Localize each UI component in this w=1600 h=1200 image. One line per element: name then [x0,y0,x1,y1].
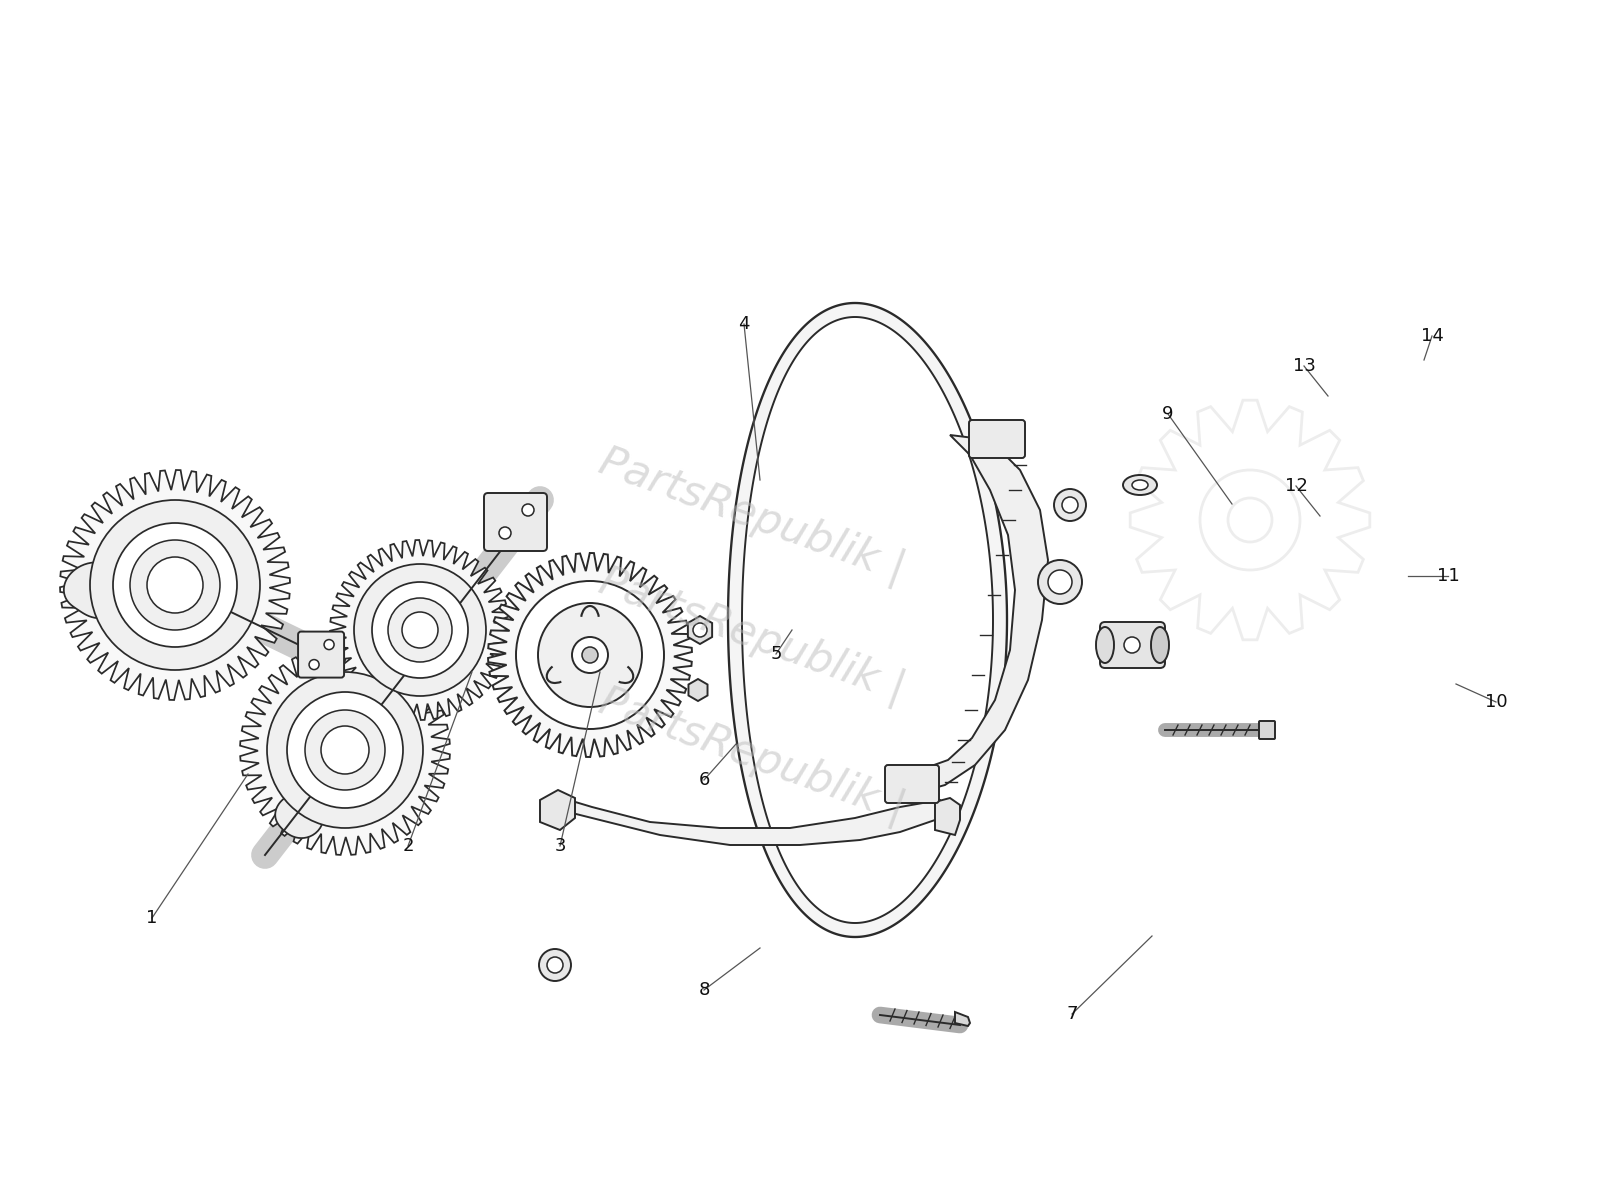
Circle shape [286,692,403,808]
Circle shape [267,672,422,828]
Ellipse shape [1096,626,1114,662]
Circle shape [693,623,707,637]
Polygon shape [330,540,510,720]
Polygon shape [728,302,1006,937]
Text: 7: 7 [1066,1006,1078,1022]
FancyBboxPatch shape [483,493,547,551]
Circle shape [539,949,571,982]
Text: 12: 12 [1285,476,1307,494]
Circle shape [322,726,370,774]
Circle shape [371,582,467,678]
FancyBboxPatch shape [885,766,939,803]
Circle shape [354,564,486,696]
Text: 2: 2 [402,838,414,854]
Polygon shape [541,790,574,830]
Circle shape [1038,560,1082,604]
Text: PartsRepublik |: PartsRepublik | [594,440,910,592]
Circle shape [325,640,334,649]
FancyBboxPatch shape [298,631,344,678]
Text: 4: 4 [738,314,750,332]
FancyBboxPatch shape [1101,622,1165,668]
Circle shape [522,504,534,516]
Text: 6: 6 [698,770,710,790]
Text: PartsRepublik |: PartsRepublik | [594,680,910,832]
Circle shape [147,557,203,613]
FancyBboxPatch shape [970,420,1026,458]
Text: 11: 11 [1437,566,1459,584]
Polygon shape [64,563,126,618]
Circle shape [402,612,438,648]
Circle shape [499,527,510,539]
FancyBboxPatch shape [1259,721,1275,739]
Circle shape [90,500,259,670]
Ellipse shape [1150,626,1170,662]
Circle shape [1048,570,1072,594]
Circle shape [114,523,237,647]
Circle shape [582,647,598,662]
Circle shape [1062,497,1078,514]
Text: 14: 14 [1421,326,1443,346]
Polygon shape [742,317,994,923]
Polygon shape [275,793,323,838]
Text: PartsRepublik |: PartsRepublik | [594,560,910,712]
Polygon shape [934,798,960,835]
Circle shape [547,958,563,973]
Text: 1: 1 [146,910,158,926]
Circle shape [306,710,386,790]
Polygon shape [61,470,290,700]
Text: 10: 10 [1485,692,1507,710]
Ellipse shape [1123,475,1157,494]
Polygon shape [488,553,691,757]
Text: 9: 9 [1162,404,1174,422]
Polygon shape [688,679,707,701]
Circle shape [387,598,453,662]
Polygon shape [688,616,712,644]
Text: 5: 5 [770,646,782,662]
Circle shape [515,581,664,728]
Text: 13: 13 [1293,358,1315,374]
Circle shape [1054,490,1086,521]
Text: 3: 3 [554,838,566,854]
Circle shape [309,660,318,670]
Circle shape [1123,637,1139,653]
Polygon shape [240,646,450,854]
Polygon shape [899,434,1048,792]
Circle shape [573,637,608,673]
Polygon shape [560,798,950,845]
Ellipse shape [1133,480,1149,490]
Circle shape [538,602,642,707]
Circle shape [130,540,221,630]
Text: 8: 8 [698,982,710,998]
Polygon shape [955,1012,970,1026]
